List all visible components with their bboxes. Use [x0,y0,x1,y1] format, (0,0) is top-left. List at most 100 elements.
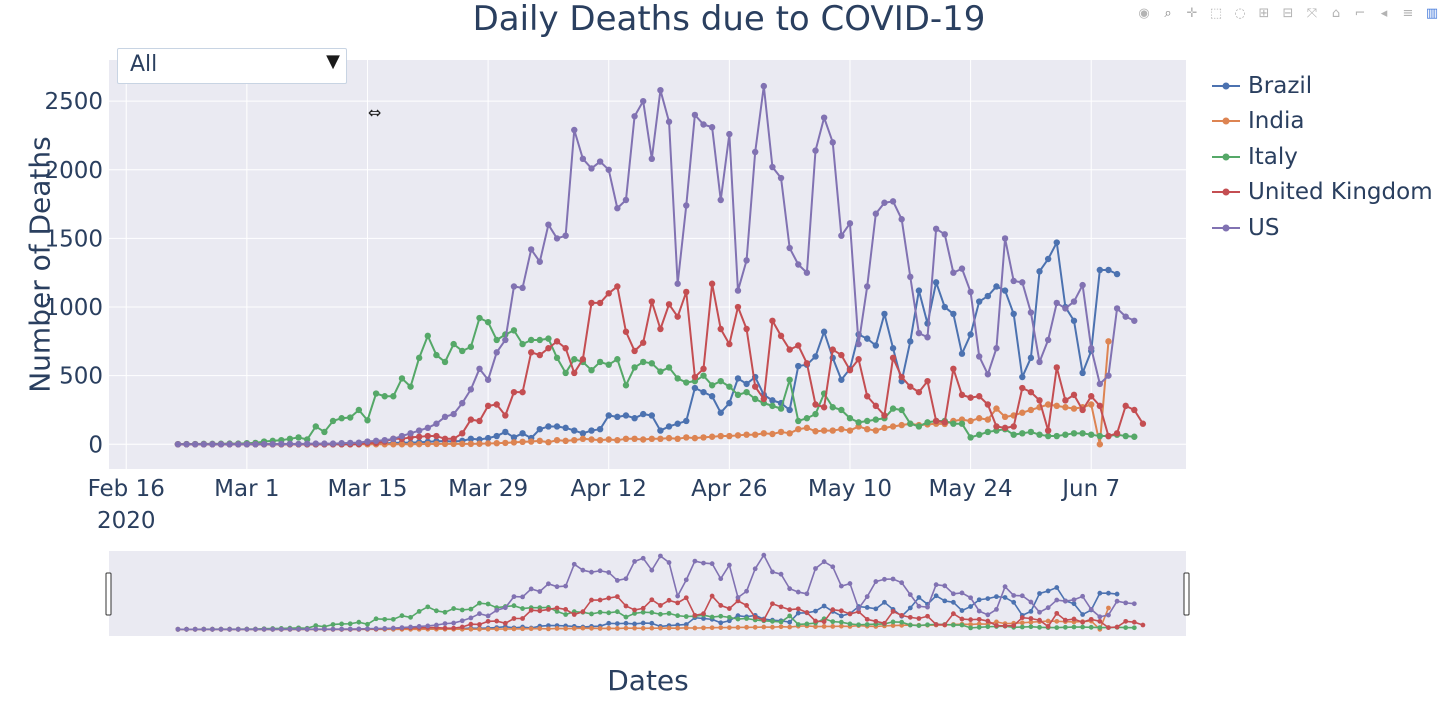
slider-data-point [1114,624,1120,630]
legend-item[interactable]: US [1210,210,1433,246]
zoom-icon[interactable]: ⌕ [1164,6,1172,21]
slider-series-line [177,553,1135,631]
data-point [1096,266,1104,274]
data-point [476,365,483,373]
data-point [924,377,931,385]
data-point [743,257,750,264]
slider-data-point [1071,624,1077,630]
slider-data-point [1080,619,1086,625]
data-point [984,428,992,436]
slider-data-point [382,616,388,622]
zoom-out-icon[interactable]: ⊟ [1282,6,1294,21]
range-slider-handle-right[interactable] [1183,572,1190,616]
data-point [415,427,423,434]
slider-data-point [330,622,336,627]
data-point [657,435,664,443]
slider-data-point [390,616,396,622]
slider-data-point [227,626,233,632]
slider-data-point [511,616,517,621]
data-point [967,417,974,425]
data-point [1079,430,1086,437]
data-point [614,413,621,421]
slider-data-point [382,626,388,631]
spike-lines-icon[interactable]: ⌐ [1354,6,1366,21]
slider-data-point [916,595,922,600]
slider-data-point [304,626,310,632]
range-slider-series-group [175,552,1146,632]
legend-swatch [1212,188,1240,196]
slider-data-point [1054,597,1060,603]
slider-data-point [959,590,965,596]
slider-data-point [442,625,448,631]
data-point [415,440,423,448]
data-point [1053,402,1060,410]
data-point [838,376,845,383]
hover-compare-icon[interactable]: ≡ [1402,6,1414,21]
series-line [177,317,1135,446]
data-point [364,417,371,424]
autoscale-icon[interactable]: ⤧ [1306,6,1318,21]
slider-data-point [425,604,431,610]
data-point [200,441,207,448]
slider-data-point [597,568,603,574]
data-point [493,349,500,356]
data-point [441,435,449,443]
data-point [1001,413,1009,421]
data-point [1070,405,1078,412]
data-point [588,366,595,374]
data-point [295,434,302,441]
data-point [1096,380,1104,388]
slider-data-point [390,625,396,631]
data-point [932,279,940,286]
slider-data-point [770,569,775,575]
data-point [820,328,828,335]
box-select-icon[interactable]: ⬚ [1209,6,1223,21]
legend-item[interactable]: Italy [1210,139,1433,175]
zoom-in-icon[interactable]: ⊞ [1258,6,1270,21]
slider-data-point [1071,601,1077,607]
data-point [1070,317,1078,324]
hover-closest-icon[interactable]: ◂ [1380,6,1388,21]
data-point [1010,310,1017,318]
slider-data-point [235,626,241,632]
data-point [769,402,776,410]
slider-data-point [942,622,948,628]
legend-item[interactable]: United Kingdom [1210,175,1433,211]
lasso-icon[interactable]: ◌ [1234,6,1246,21]
camera-icon[interactable]: ◉ [1138,6,1150,21]
range-slider-handle-left[interactable] [105,572,112,616]
slider-data-point [537,589,543,594]
slider-data-point [640,605,646,611]
slider-data-point [683,577,689,583]
data-point [433,440,440,448]
slider-data-point [520,626,525,632]
y-tick-label: 500 [59,364,103,390]
slider-data-point [675,600,681,606]
data-point [777,332,785,340]
data-point [1053,299,1060,307]
slider-data-point [770,624,775,630]
slider-data-point [640,620,646,626]
slider-data-point [640,555,646,561]
data-point [786,346,793,353]
data-point [1096,441,1104,448]
slider-data-point [718,613,724,619]
slider-data-point [899,612,905,618]
slider-data-point [907,622,913,628]
data-point [631,113,638,120]
home-icon[interactable]: ⌂ [1331,6,1341,21]
country-dropdown[interactable]: All ▼ [117,48,347,84]
data-point [1105,432,1112,440]
slider-data-point [770,601,775,607]
legend-item[interactable]: India [1210,104,1433,140]
slider-data-point [916,623,922,629]
data-point [907,338,914,345]
data-point [476,417,483,425]
plotly-logo-icon[interactable]: ▥ [1425,6,1439,21]
data-point [536,258,543,265]
legend-item[interactable]: Brazil [1210,68,1433,104]
slider-data-point [778,619,784,625]
slider-data-point [580,625,586,631]
slider-data-point [1106,612,1111,618]
pan-icon[interactable]: ✛ [1186,6,1198,21]
